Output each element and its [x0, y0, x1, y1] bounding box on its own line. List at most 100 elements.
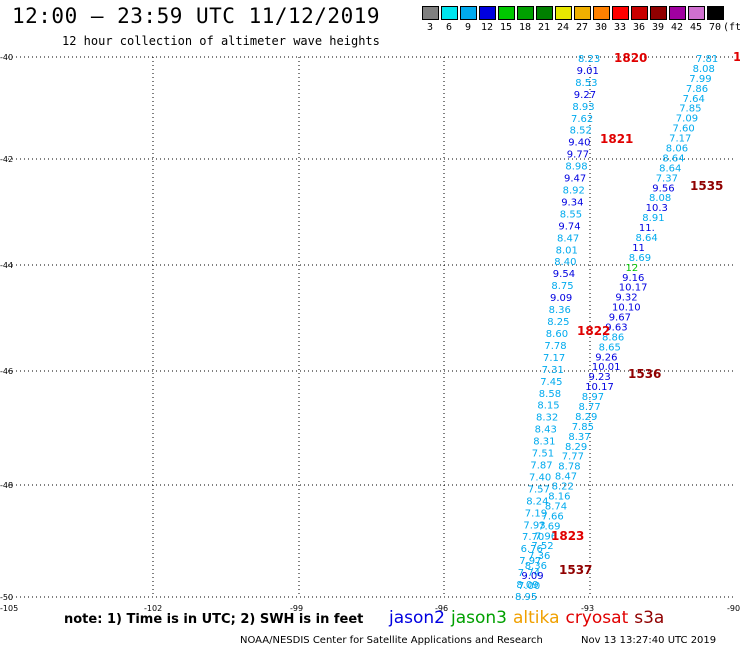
lat-label: -48 — [0, 481, 13, 490]
wave-height-value: 10.10 — [612, 303, 641, 314]
lon-label: -99 — [290, 604, 303, 613]
wave-height-value: 9.01 — [577, 66, 599, 77]
wave-height-value: 8.29 — [575, 412, 597, 423]
legend-label: 6 — [445, 22, 453, 33]
time-labels: 1820 1 1821 1535 1822 1536 1823 1537 — [551, 50, 740, 577]
wave-height-value: 7.40 — [529, 472, 551, 483]
wave-height-tracks: 8.239.018.539.278.937.628.529.409.778.98… — [515, 54, 718, 603]
pass-time-label: 1820 — [614, 51, 647, 65]
wave-height-value: 7.99 — [689, 74, 711, 85]
wave-height-value: 11 — [632, 243, 645, 254]
wave-height-value: 9.63 — [605, 323, 627, 334]
legend-swatch — [479, 6, 496, 20]
wave-height-value: 9.77 — [567, 150, 589, 161]
wave-height-value: 9.23 — [589, 372, 611, 383]
wave-height-value: 8.09 — [516, 580, 538, 591]
wave-height-value: 9.40 — [568, 138, 590, 149]
legend-swatch — [593, 6, 610, 20]
wave-height-value: 8.64 — [662, 153, 684, 164]
lat-label: -50 — [0, 593, 13, 602]
pass-time-label: 1535 — [690, 179, 723, 193]
wave-height-value: 7.93 — [523, 520, 545, 531]
wave-height-value: 8.15 — [537, 401, 559, 412]
wave-height-value: 8.08 — [693, 64, 715, 75]
wave-height-value: 8.95 — [515, 592, 537, 603]
wave-height-value: 8.29 — [565, 442, 587, 453]
wave-height-value: 9.09 — [550, 293, 572, 304]
pass-time-label: 1822 — [577, 324, 610, 338]
wave-height-value: 7.45 — [540, 377, 562, 388]
legend-label: 18 — [518, 22, 532, 33]
wave-height-value: 9.54 — [553, 269, 575, 280]
wave-height-value: 8.01 — [556, 245, 578, 256]
wave-height-value: 7.60 — [673, 124, 695, 135]
lat-label: -44 — [0, 261, 13, 270]
wave-height-value: 7.69 — [538, 521, 560, 532]
legend-swatch — [631, 6, 648, 20]
wave-height-value: 7.77 — [562, 452, 584, 463]
axis-labels: -40 -42 -44 -46 -48 -50 -105 -102 -99 -96 -93 -90 — [0, 53, 740, 613]
wave-height-value: 9.56 — [652, 183, 674, 194]
wave-height-value: 10.3 — [646, 203, 668, 214]
wave-height-value: 8.25 — [547, 317, 569, 328]
wave-height-value: 7.86 — [686, 84, 708, 95]
satellite-jason3: jason3 — [451, 608, 507, 628]
wave-height-value: 7.62 — [571, 114, 593, 125]
wave-height-value: 8.16 — [548, 492, 570, 503]
wave-height-value: 9.26 — [595, 352, 617, 363]
pass-time-label: 1823 — [551, 529, 584, 543]
legend-swatch — [517, 6, 534, 20]
wave-height-value: 7.81 — [696, 54, 718, 65]
pass-time-label: 1 — [733, 50, 740, 64]
wave-height-value: 8.47 — [555, 472, 577, 483]
lon-label: -105 — [0, 604, 18, 613]
wave-height-value: 8.75 — [551, 281, 573, 292]
wave-height-value: 7.36 — [528, 551, 550, 562]
legend-swatch — [650, 6, 667, 20]
lon-label: -96 — [435, 604, 448, 613]
wave-height-value: 8.77 — [579, 402, 601, 413]
wave-height-value: 9.47 — [564, 174, 586, 185]
wave-height-value: 8.47 — [557, 233, 579, 244]
wave-height-value: 7.85 — [572, 422, 594, 433]
legend-swatch — [707, 6, 724, 20]
wave-height-value: 8.43 — [535, 425, 557, 436]
wave-height-value: 8.52 — [570, 126, 592, 137]
wave-height-value: 7.57 — [528, 484, 550, 495]
generation-timestamp: Nov 13 13:27:40 UTC 2019 — [581, 635, 717, 646]
lat-label: -40 — [0, 53, 13, 62]
wave-height-value: 8.74 — [545, 502, 567, 513]
legend-swatch — [688, 6, 705, 20]
satellite-altika: altika — [513, 608, 560, 628]
legend-label: 12 — [480, 22, 494, 33]
wave-height-value: 7.17 — [669, 134, 691, 145]
legend-swatch — [536, 6, 553, 20]
satellite-cryosat: cryosat — [565, 608, 629, 628]
wave-height-value: 7.87 — [530, 461, 552, 472]
lon-label: -93 — [581, 604, 594, 613]
wave-height-value: 8.69 — [629, 253, 651, 264]
wave-height-value: 8.22 — [552, 482, 574, 493]
wave-height-value: 7.51 — [532, 449, 554, 460]
lon-label: -90 — [727, 604, 740, 613]
wave-height-value: 9.09 — [521, 571, 543, 582]
wave-height-value: 8.92 — [563, 186, 585, 197]
wave-height-value: 8.86 — [602, 332, 624, 343]
satellite-s3a: s3a — [634, 608, 665, 628]
pass-time-label: 1821 — [600, 132, 633, 146]
wave-height-value: 8.78 — [558, 462, 580, 473]
credit-line: NOAA/NESDIS Center for Satellite Applica… — [240, 635, 543, 646]
wave-height-value: 8.23 — [578, 54, 600, 65]
wave-height-value: 9.27 — [574, 90, 596, 101]
wave-height-value: 8.64 — [636, 233, 658, 244]
legend-label: 42 — [670, 22, 684, 33]
legend-label: 39 — [651, 22, 665, 33]
satellite-jason2: jason2 — [389, 608, 445, 628]
legend-swatch — [612, 6, 629, 20]
wave-height-value: 8.93 — [572, 102, 594, 113]
wave-height-value: 8.06 — [666, 144, 688, 155]
wave-height-value: 10.01 — [592, 362, 621, 373]
wave-height-value: 8.58 — [539, 389, 561, 400]
wave-height-value: 10.17 — [619, 283, 648, 294]
wave-height-value: 8.65 — [599, 342, 621, 353]
